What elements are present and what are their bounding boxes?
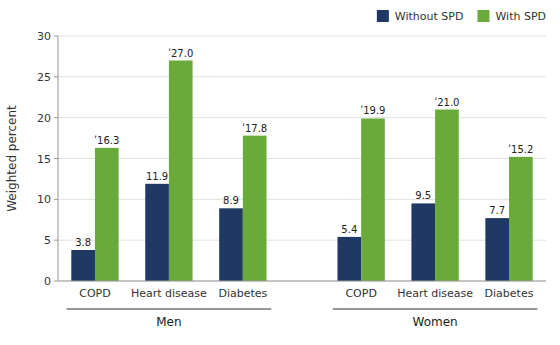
bar: [145, 184, 169, 281]
group-label: Men: [156, 315, 181, 329]
data-label: ʹ27.0: [168, 48, 193, 59]
x-tick-label: COPD: [345, 287, 376, 300]
bar: [243, 136, 267, 281]
group-bracket: [67, 309, 272, 310]
y-tick: [54, 281, 58, 282]
legend-item: With SPD: [477, 10, 546, 23]
grid-line: [58, 76, 546, 77]
legend-swatch: [377, 10, 389, 22]
x-tick-label: Heart disease: [131, 287, 207, 300]
y-axis-label: Weighted percent: [5, 105, 19, 212]
grid-line: [58, 281, 546, 282]
y-tick: [54, 199, 58, 200]
y-tick-label: 0: [44, 275, 51, 288]
data-label: 5.4: [341, 224, 357, 235]
legend: Without SPD With SPD: [377, 10, 546, 23]
x-axis: COPD Heart disease Diabetes COPD Heart disea…: [58, 281, 546, 300]
x-tick-label: Heart disease: [397, 287, 473, 300]
bar: [219, 208, 243, 281]
groups: Men Women: [67, 309, 538, 329]
bar: [509, 157, 533, 281]
bar: [435, 110, 459, 282]
bar: [71, 250, 95, 281]
grid-line: [58, 240, 546, 241]
grid: [58, 36, 546, 281]
data-label: 3.8: [75, 237, 91, 248]
y-axis-line: [58, 36, 59, 281]
bars: [71, 61, 532, 282]
grid-line: [58, 199, 546, 200]
y-tick: [54, 240, 58, 241]
y-tick-label: 10: [37, 193, 51, 206]
y-tick: [54, 158, 58, 159]
y-tick-label: 30: [37, 30, 51, 43]
data-label: ʹ19.9: [360, 105, 385, 116]
group-bracket: [333, 309, 538, 310]
bar: [411, 203, 435, 281]
bar: [337, 237, 361, 281]
x-tick-label: Diabetes: [218, 287, 267, 300]
chart-container: 0 5 10 15 20 25 30 Weighted percent 3.8 11.9 8.9 5.…: [0, 0, 560, 345]
y-tick: [54, 117, 58, 118]
data-label: ʹ16.3: [94, 135, 119, 146]
x-tick-label: COPD: [79, 287, 110, 300]
bar: [169, 61, 193, 282]
grid-line: [58, 36, 546, 37]
chart: 0 5 10 15 20 25 30 Weighted percent 3.8 11.9 8.9 5.…: [0, 0, 560, 345]
data-label: 7.7: [489, 205, 505, 216]
group-label: Women: [412, 315, 457, 329]
data-label: ʹ17.8: [242, 123, 267, 134]
bar: [485, 218, 509, 281]
y-tick-label: 5: [44, 234, 51, 247]
grid-line: [58, 117, 546, 118]
x-tick-label: Diabetes: [485, 287, 534, 300]
y-tick: [54, 36, 58, 37]
y-tick: [54, 76, 58, 77]
y-tick-label: 20: [37, 112, 51, 125]
data-label: 8.9: [223, 195, 239, 206]
legend-label: With SPD: [495, 10, 546, 23]
x-axis-line: [58, 281, 546, 282]
data-labels: 3.8 11.9 8.9 5.4 9.5 7.7 ʹ16.3 ʹ27.0 ʹ17.8 ʹ19.9 ʹ…: [75, 48, 533, 248]
data-label: 11.9: [146, 171, 168, 182]
data-label: 9.5: [415, 190, 431, 201]
grid-line: [58, 158, 546, 159]
y-tick-label: 15: [37, 153, 51, 166]
data-label: ʹ21.0: [434, 97, 459, 108]
legend-label: Without SPD: [395, 10, 464, 23]
legend-swatch: [477, 10, 489, 22]
y-tick-label: 25: [37, 71, 51, 84]
legend-item: Without SPD: [377, 10, 464, 23]
bar: [361, 118, 385, 281]
data-label: ʹ15.2: [508, 144, 533, 155]
bar: [95, 148, 119, 281]
y-axis: 0 5 10 15 20 25 30: [37, 30, 58, 288]
